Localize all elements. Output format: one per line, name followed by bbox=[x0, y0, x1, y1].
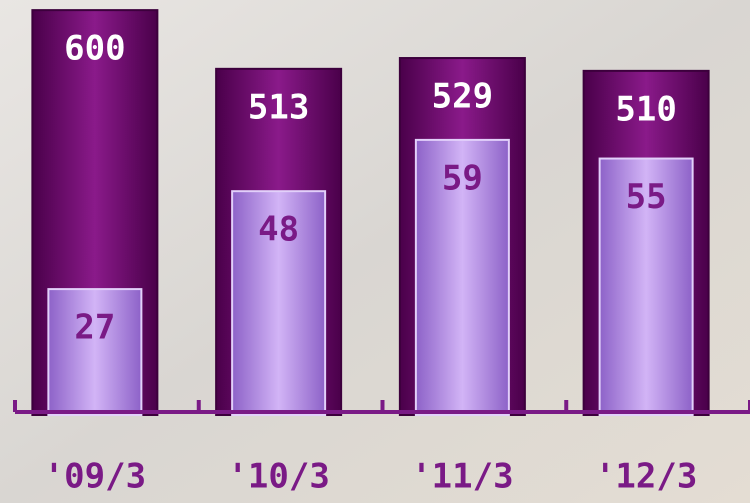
chart: 600 513 529 510 27 48 59 55 '09/3 '10/3 '11/3 '12/3 bbox=[0, 0, 750, 503]
value-label: 600 bbox=[64, 29, 125, 69]
x-tick-label: '10/3 bbox=[227, 457, 329, 497]
x-tick-label: '12/3 bbox=[595, 457, 697, 497]
value-label: 513 bbox=[248, 87, 309, 127]
value-label: 27 bbox=[74, 308, 115, 348]
value-label: 48 bbox=[258, 210, 299, 250]
page: 600 513 529 510 27 48 59 55 '09/3 '10/3 '11/3 '12/3… bbox=[0, 0, 750, 503]
value-label: 510 bbox=[615, 89, 676, 129]
x-tick-label: '11/3 bbox=[411, 457, 513, 497]
x-tick-label: '09/3 bbox=[44, 457, 146, 497]
value-label: 59 bbox=[442, 158, 483, 198]
value-label: 55 bbox=[626, 177, 667, 217]
value-label: 529 bbox=[432, 77, 493, 117]
